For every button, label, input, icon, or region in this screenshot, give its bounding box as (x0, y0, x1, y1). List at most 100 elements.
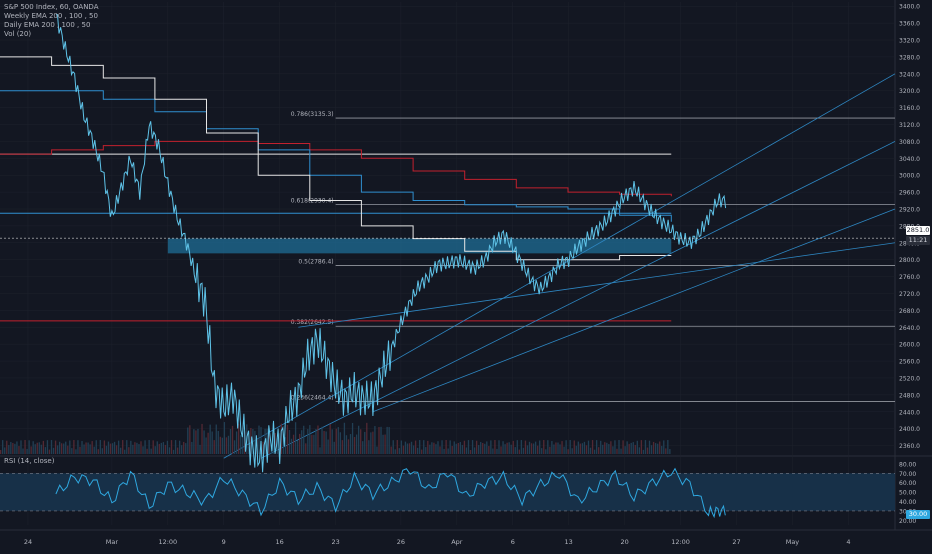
volume-bar (63, 443, 65, 454)
volume-bar (309, 425, 311, 454)
volume-bar (559, 444, 561, 454)
rsi-tick-label: 70.00 (899, 471, 916, 478)
volume-bar (400, 440, 403, 454)
volume-bar (502, 441, 504, 454)
volume-bar (189, 425, 191, 454)
volume-bar (406, 443, 409, 454)
volume-bar (113, 441, 116, 454)
volume-bar (490, 440, 492, 454)
y-tick-label: 3160.0 (899, 105, 920, 112)
rsi-value-tag: 30.00 (906, 510, 930, 519)
volume-bar (8, 445, 10, 454)
volume-bar (6, 440, 8, 454)
volume-bar (532, 443, 535, 454)
volume-bar (242, 435, 244, 454)
volume-bar (345, 435, 348, 454)
volume-bar (223, 422, 226, 454)
x-tick-label: May (786, 538, 800, 546)
volume-bar (634, 444, 636, 454)
volume-bar (150, 448, 152, 454)
volume-bar (40, 444, 42, 454)
volume-bar (335, 428, 337, 454)
volume-bar (225, 437, 228, 454)
volume-bar (593, 449, 596, 454)
volume-bar (524, 440, 527, 454)
volume-bar (61, 443, 63, 454)
volume-bar (148, 440, 150, 454)
volume-bar (441, 440, 443, 454)
volume-bar (449, 440, 451, 454)
volume-bar (260, 427, 262, 454)
volume-bar (71, 448, 73, 454)
volume-bar (567, 449, 569, 454)
volume-bar (286, 424, 289, 454)
volume-bar (353, 436, 356, 454)
volume-bar (52, 447, 55, 454)
volume-bar (396, 440, 398, 454)
volume-bar (299, 433, 301, 454)
volume-bar (327, 439, 329, 454)
volume-bar (132, 444, 134, 454)
volume-bar (209, 424, 211, 454)
volume-bar (183, 441, 185, 454)
volume-bar (504, 444, 506, 454)
volume-bar (626, 441, 628, 454)
volume-bar (284, 437, 287, 454)
x-tick-label: 4 (846, 538, 850, 546)
volume-bar (553, 444, 555, 454)
volume-bar (362, 441, 364, 454)
volume-bar (77, 440, 79, 454)
volume-bar (278, 433, 280, 454)
volume-bar (128, 447, 130, 454)
volume-bar (75, 449, 77, 454)
volume-bar (351, 422, 354, 454)
volume-bar (197, 428, 199, 454)
volume-bar (661, 445, 663, 454)
volume-bar (648, 440, 651, 454)
fib-label-2: 0.5(2786.4) (298, 258, 333, 265)
volume-bar (402, 445, 405, 454)
volume-bar (561, 441, 563, 454)
volume-bar (266, 428, 268, 454)
volume-bar (162, 442, 165, 454)
volume-bar (276, 438, 278, 454)
volume-bar (146, 448, 148, 454)
volume-bar (608, 444, 610, 454)
volume-bar (130, 440, 132, 454)
volume-bar (240, 435, 242, 454)
volume-bar (67, 445, 69, 454)
volume-bar (56, 445, 59, 454)
volume-bar (416, 447, 419, 454)
y-tick-label: 2600.0 (899, 342, 920, 349)
volume-bar (107, 441, 110, 454)
volume-bar (392, 440, 394, 454)
y-tick-label: 2960.0 (899, 190, 920, 197)
volume-bar (534, 441, 537, 454)
volume-bar (174, 440, 177, 454)
trend-line-2 (372, 208, 896, 413)
volume-bar (587, 440, 590, 454)
volume-bar (117, 440, 120, 454)
volume-bar (453, 441, 455, 454)
volume-bar (343, 422, 346, 454)
volume-bar (103, 440, 106, 454)
daily-ema-line-0 (0, 140, 672, 197)
volume-bar (179, 440, 181, 454)
volume-bar (85, 442, 87, 454)
volume-bar (195, 430, 197, 454)
support-zone (167, 238, 672, 254)
volume-bar (288, 429, 291, 454)
volume-bar (120, 447, 122, 454)
volume-bar (636, 440, 638, 454)
volume-bar (323, 430, 325, 454)
volume-bar (144, 440, 146, 454)
rsi-tick-label: 50.00 (899, 490, 916, 497)
volume-bar (518, 449, 520, 454)
x-tick-label: 20 (620, 538, 628, 546)
x-tick-label: 6 (511, 538, 515, 546)
volume-bar (211, 431, 213, 454)
volume-bar (646, 447, 649, 454)
volume-bar (274, 433, 276, 454)
